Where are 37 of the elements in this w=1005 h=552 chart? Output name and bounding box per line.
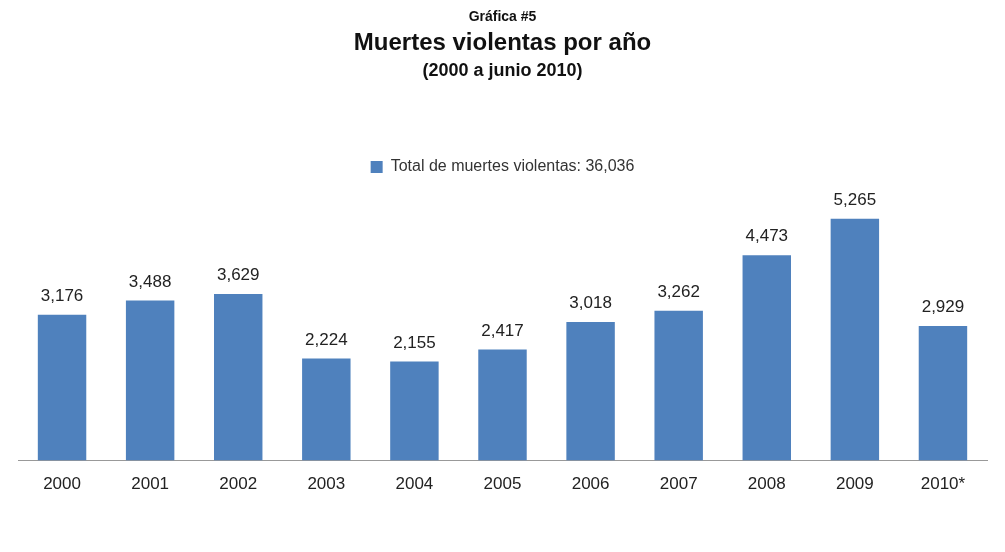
x-tick-label: 2002 xyxy=(219,474,258,494)
data-label: 2,155 xyxy=(393,332,436,352)
x-tick-label: 2009 xyxy=(835,474,874,494)
x-tick-label: 2006 xyxy=(571,474,610,494)
x-tick-label: 2005 xyxy=(483,474,522,494)
bar xyxy=(742,255,791,461)
data-label: 5,265 xyxy=(833,189,877,209)
data-label: 4,473 xyxy=(745,226,789,246)
bar xyxy=(390,361,439,461)
bar xyxy=(125,300,175,461)
x-tick-label: 2000 xyxy=(43,474,81,494)
bar xyxy=(830,218,880,461)
chart-title: Muertes violentas por año xyxy=(352,28,653,56)
x-tick-label: 2004 xyxy=(395,474,434,494)
chart-subtitle: (2000 a junio 2010) xyxy=(421,60,584,81)
bar xyxy=(566,321,615,461)
data-label: 3,488 xyxy=(128,271,172,291)
data-label: 3,262 xyxy=(657,281,700,301)
x-tick-label: 2001 xyxy=(131,474,170,494)
bar xyxy=(478,349,527,461)
bar xyxy=(214,293,263,461)
text: Gráfica #5 xyxy=(467,8,538,24)
data-label: 2,417 xyxy=(481,320,524,340)
bar xyxy=(302,358,351,461)
x-tick-label: 2010* xyxy=(920,474,966,494)
bar xyxy=(654,310,703,461)
data-label: 3,176 xyxy=(40,285,84,305)
bar xyxy=(37,314,87,461)
data-label: 2,224 xyxy=(305,329,348,349)
legend-label: Total de muertes violentas: 36,036 xyxy=(390,157,635,175)
data-label: 2,929 xyxy=(921,297,965,317)
data-label: 3,629 xyxy=(216,265,260,285)
data-label: 3,018 xyxy=(569,293,612,313)
x-tick-label: 2007 xyxy=(659,474,698,494)
x-tick-label: 2003 xyxy=(307,474,346,494)
bar xyxy=(918,326,968,461)
x-tick-label: 2008 xyxy=(747,474,786,494)
